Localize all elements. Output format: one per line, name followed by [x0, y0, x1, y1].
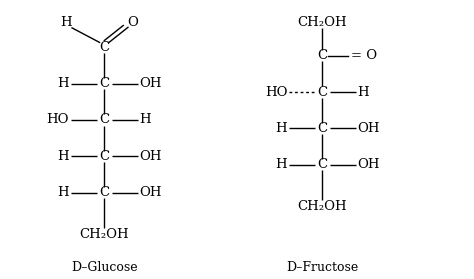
Text: CH₂OH: CH₂OH [298, 200, 347, 213]
Text: C: C [317, 158, 328, 171]
Text: C: C [99, 77, 109, 90]
Text: CH₂OH: CH₂OH [298, 16, 347, 29]
Text: H: H [57, 150, 69, 163]
Text: C: C [99, 41, 109, 54]
Text: H: H [357, 86, 369, 98]
Text: CH₂OH: CH₂OH [80, 228, 129, 241]
Text: C: C [99, 114, 109, 126]
Text: H: H [57, 186, 69, 199]
Text: HO: HO [47, 114, 69, 126]
Text: OH: OH [139, 77, 162, 90]
Text: H: H [61, 16, 72, 29]
Text: H: H [139, 114, 151, 126]
Text: C: C [317, 86, 328, 98]
Text: C: C [317, 122, 328, 135]
Text: OH: OH [357, 158, 380, 171]
Text: C: C [99, 150, 109, 163]
Text: H: H [57, 77, 69, 90]
Text: OH: OH [357, 122, 380, 135]
Text: D–Glucose: D–Glucose [71, 261, 137, 274]
Text: OH: OH [139, 150, 162, 163]
Text: OH: OH [139, 186, 162, 199]
Text: H: H [275, 158, 287, 171]
Text: HO: HO [265, 86, 287, 98]
Text: C: C [99, 186, 109, 199]
Text: H: H [275, 122, 287, 135]
Text: D–Fructose: D–Fructose [286, 261, 358, 274]
Text: O: O [128, 16, 138, 29]
Text: C: C [317, 49, 328, 62]
Text: = O: = O [351, 49, 377, 62]
